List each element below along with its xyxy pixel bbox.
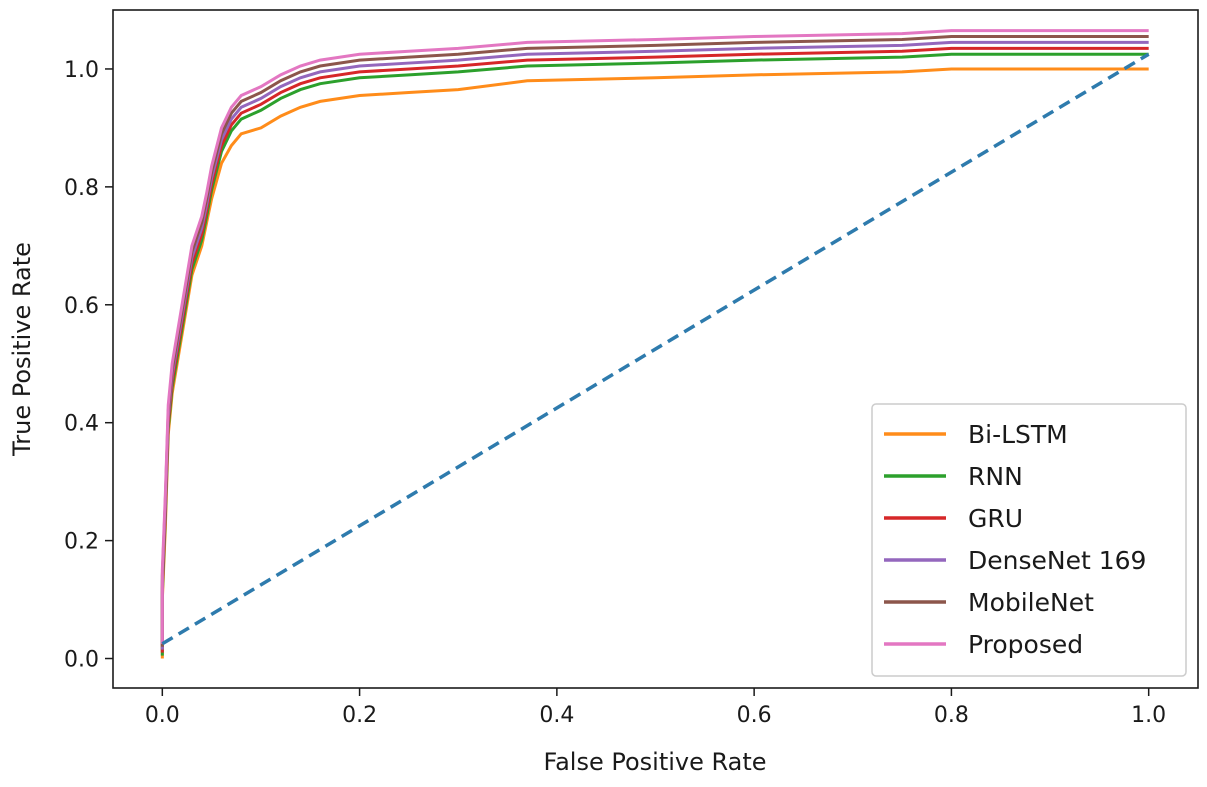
legend: Bi-LSTM RNN GRU DenseNet 169 MobileNet Propos… bbox=[871, 403, 1187, 677]
x-tick-label: 0.2 bbox=[342, 703, 377, 728]
y-tick-label: 0.6 bbox=[64, 294, 99, 319]
diagonal-reference-line bbox=[161, 52, 1150, 646]
legend-label-mobilenet: MobileNet bbox=[968, 588, 1094, 617]
x-tick-label: 0.8 bbox=[934, 703, 969, 728]
x-tick-label: 1.0 bbox=[1131, 703, 1166, 728]
series-layer bbox=[160, 29, 1149, 659]
series-line-proposed bbox=[160, 29, 1149, 644]
diagonal-layer bbox=[161, 52, 1150, 646]
y-tick-label: 0.8 bbox=[64, 176, 99, 201]
legend-label-densenet-169: DenseNet 169 bbox=[968, 546, 1146, 575]
legend-label-gru: GRU bbox=[968, 504, 1023, 533]
y-tick-label: 0.0 bbox=[64, 648, 99, 673]
x-tick-label: 0.6 bbox=[737, 703, 772, 728]
legend-label-bi-lstm: Bi-LSTM bbox=[968, 420, 1068, 449]
x-tick-label: 0.0 bbox=[145, 703, 180, 728]
x-tick-label: 0.4 bbox=[539, 703, 574, 728]
x-axis-label: False Positive Rate bbox=[543, 748, 766, 776]
legend-label-proposed: Proposed bbox=[968, 630, 1083, 659]
legend-label-rnn: RNN bbox=[968, 462, 1023, 491]
y-tick-label: 1.0 bbox=[64, 58, 99, 83]
y-tick-label: 0.4 bbox=[64, 412, 99, 437]
y-axis-label: True Positive Rate bbox=[8, 242, 36, 457]
x-axis-ticks: 0.0 0.2 0.4 0.6 0.8 1.0 bbox=[145, 688, 1166, 728]
y-axis-ticks: 0.0 0.2 0.4 0.6 0.8 1.0 bbox=[64, 58, 113, 673]
legend-box bbox=[871, 403, 1187, 677]
y-tick-label: 0.2 bbox=[64, 530, 99, 555]
plot-frame bbox=[112, 9, 1199, 689]
